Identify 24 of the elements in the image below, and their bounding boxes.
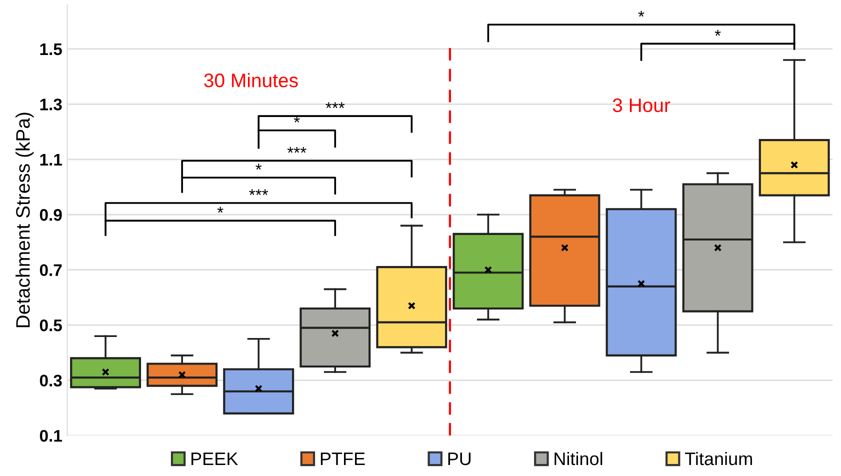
y-tick-label: 0.9 <box>40 209 62 221</box>
y-tick-label: 0.3 <box>40 374 62 387</box>
annotation: * <box>638 10 644 17</box>
y-tick-label: 0.7 <box>40 264 62 276</box>
annotation: 3 Hour <box>612 98 670 112</box>
y-tick-label: 0.1 <box>40 430 62 442</box>
annotation: 30 Minutes <box>204 73 298 88</box>
y-tick-label: 0.5 <box>40 319 62 332</box>
annotation: *** <box>249 189 268 196</box>
annotation: * <box>217 206 224 213</box>
y-tick-label: 1.5 <box>40 44 62 56</box>
annotation: * <box>714 30 721 36</box>
legend-label: PU <box>448 452 471 466</box>
annotation: *** <box>287 146 306 153</box>
annotation: *** <box>326 102 345 108</box>
annotation: * <box>294 116 300 122</box>
y-axis-title: Detachment Stress (kPa) <box>16 112 34 328</box>
y-tick-label: 1.3 <box>40 98 62 110</box>
legend-label: Nitinol <box>554 452 602 466</box>
y-tick-label: 1.1 <box>40 154 62 166</box>
annotation: * <box>256 164 262 170</box>
legend-label: PTFE <box>320 452 365 466</box>
legend-label: Titanium <box>684 452 752 466</box>
legend-label: PEEK <box>191 452 238 466</box>
